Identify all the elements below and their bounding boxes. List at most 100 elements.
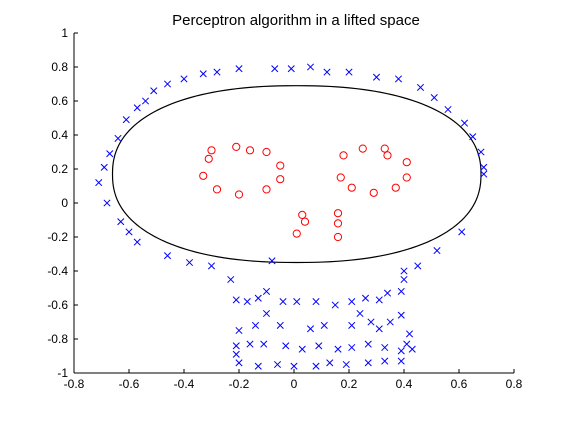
data-point-x: [342, 360, 350, 369]
data-point-o: [300, 217, 310, 226]
data-point-x: [235, 326, 243, 335]
data-point-o: [234, 190, 244, 199]
data-point-o: [212, 185, 222, 194]
data-point-x: [199, 70, 207, 78]
data-point-x: [262, 309, 271, 318]
data-point-x: [227, 275, 235, 284]
data-point-x: [400, 267, 408, 275]
y-tick-label: 0.6: [51, 94, 68, 108]
data-point-o: [276, 161, 285, 170]
data-point-x: [312, 298, 320, 306]
data-point-o: [333, 232, 343, 242]
y-tick-label: 0.4: [51, 128, 68, 142]
data-point-x: [444, 105, 452, 114]
y-tick-label: 0: [61, 196, 68, 210]
data-point-o: [204, 154, 213, 163]
data-point-x: [141, 97, 150, 105]
data-point-x: [163, 252, 172, 260]
data-point-o: [262, 185, 271, 194]
data-point-x: [397, 347, 405, 355]
data-point-o: [207, 146, 216, 155]
data-point-x: [298, 345, 306, 353]
data-point-x: [416, 83, 425, 91]
data-point-o: [369, 188, 378, 197]
data-point-o: [245, 146, 255, 155]
data-point-x: [254, 294, 262, 302]
data-point-x: [271, 65, 279, 73]
data-point-o: [199, 171, 208, 180]
data-point-x: [367, 318, 375, 326]
data-point-o: [380, 144, 389, 153]
data-point-x: [306, 63, 315, 71]
y-tick-label: 0.2: [51, 162, 68, 176]
data-point-o: [232, 142, 241, 151]
data-point-o: [298, 210, 307, 219]
y-tick-label: -0.6: [47, 298, 68, 312]
data-point-x: [386, 318, 394, 326]
data-point-x: [477, 148, 485, 156]
y-tick-label: -0.2: [47, 230, 68, 244]
data-point-x: [293, 298, 301, 306]
plot-area: -0.8 -0.6 -0.4 -0.2 0 0.2 0.4 0.6 0.8-1-0.8-0.6-…: [47, 26, 522, 391]
data-point-x: [279, 298, 287, 306]
data-point-x: [364, 340, 372, 348]
x-tick-label: -0.4: [174, 377, 195, 391]
data-point-x: [262, 287, 271, 295]
data-point-x: [235, 65, 243, 73]
data-point-o: [347, 183, 356, 192]
data-point-x: [117, 218, 125, 226]
data-point-x: [273, 360, 282, 369]
x-tick-label: 0.4: [396, 377, 413, 391]
data-point-x: [133, 104, 141, 112]
data-point-x: [243, 298, 251, 306]
data-point-x: [235, 359, 243, 367]
data-point-x: [260, 340, 268, 348]
data-point-x: [276, 321, 284, 329]
data-point-x: [458, 228, 466, 236]
data-point-x: [315, 342, 323, 350]
x-tick-label: -0.8: [64, 377, 85, 391]
data-point-o: [402, 173, 411, 182]
data-point-x: [246, 340, 254, 348]
data-point-x: [312, 362, 320, 370]
data-point-x: [100, 163, 108, 171]
data-point-x: [400, 275, 408, 284]
data-point-x: [232, 342, 240, 350]
data-point-x: [185, 258, 194, 267]
data-point-x: [122, 116, 130, 124]
y-tick-label: -0.4: [47, 264, 68, 278]
x-tick-label: -0.2: [229, 377, 250, 391]
data-point-o: [383, 151, 392, 160]
data-point-x: [320, 321, 328, 329]
data-point-x: [207, 262, 216, 270]
data-point-x: [383, 289, 392, 297]
data-point-x: [356, 309, 364, 318]
data-point-x: [348, 343, 356, 352]
data-point-x: [326, 359, 334, 367]
data-point-o: [333, 209, 343, 218]
data-point-x: [397, 357, 405, 365]
x-tick-label: 0.6: [451, 377, 468, 391]
data-point-x: [480, 170, 488, 178]
x-tick-label: 0.2: [341, 377, 358, 391]
data-point-o: [402, 158, 411, 167]
data-point-x: [361, 294, 370, 302]
data-point-x: [232, 350, 240, 358]
data-point-x: [381, 343, 389, 352]
data-point-x: [331, 301, 339, 309]
data-point-x: [430, 94, 438, 102]
data-point-x: [433, 247, 441, 255]
data-point-x: [232, 296, 240, 304]
data-point-x: [348, 321, 356, 329]
y-tick-label: 0.8: [51, 60, 68, 74]
data-point-x: [254, 362, 262, 370]
data-point-o: [339, 151, 348, 160]
data-point-x: [375, 325, 383, 333]
data-point-x: [460, 119, 469, 127]
decision-boundary: [111, 85, 482, 264]
y-tick-label: -1: [57, 366, 68, 380]
data-point-x: [408, 345, 416, 353]
data-point-x: [106, 150, 114, 158]
data-point-x: [375, 296, 383, 304]
